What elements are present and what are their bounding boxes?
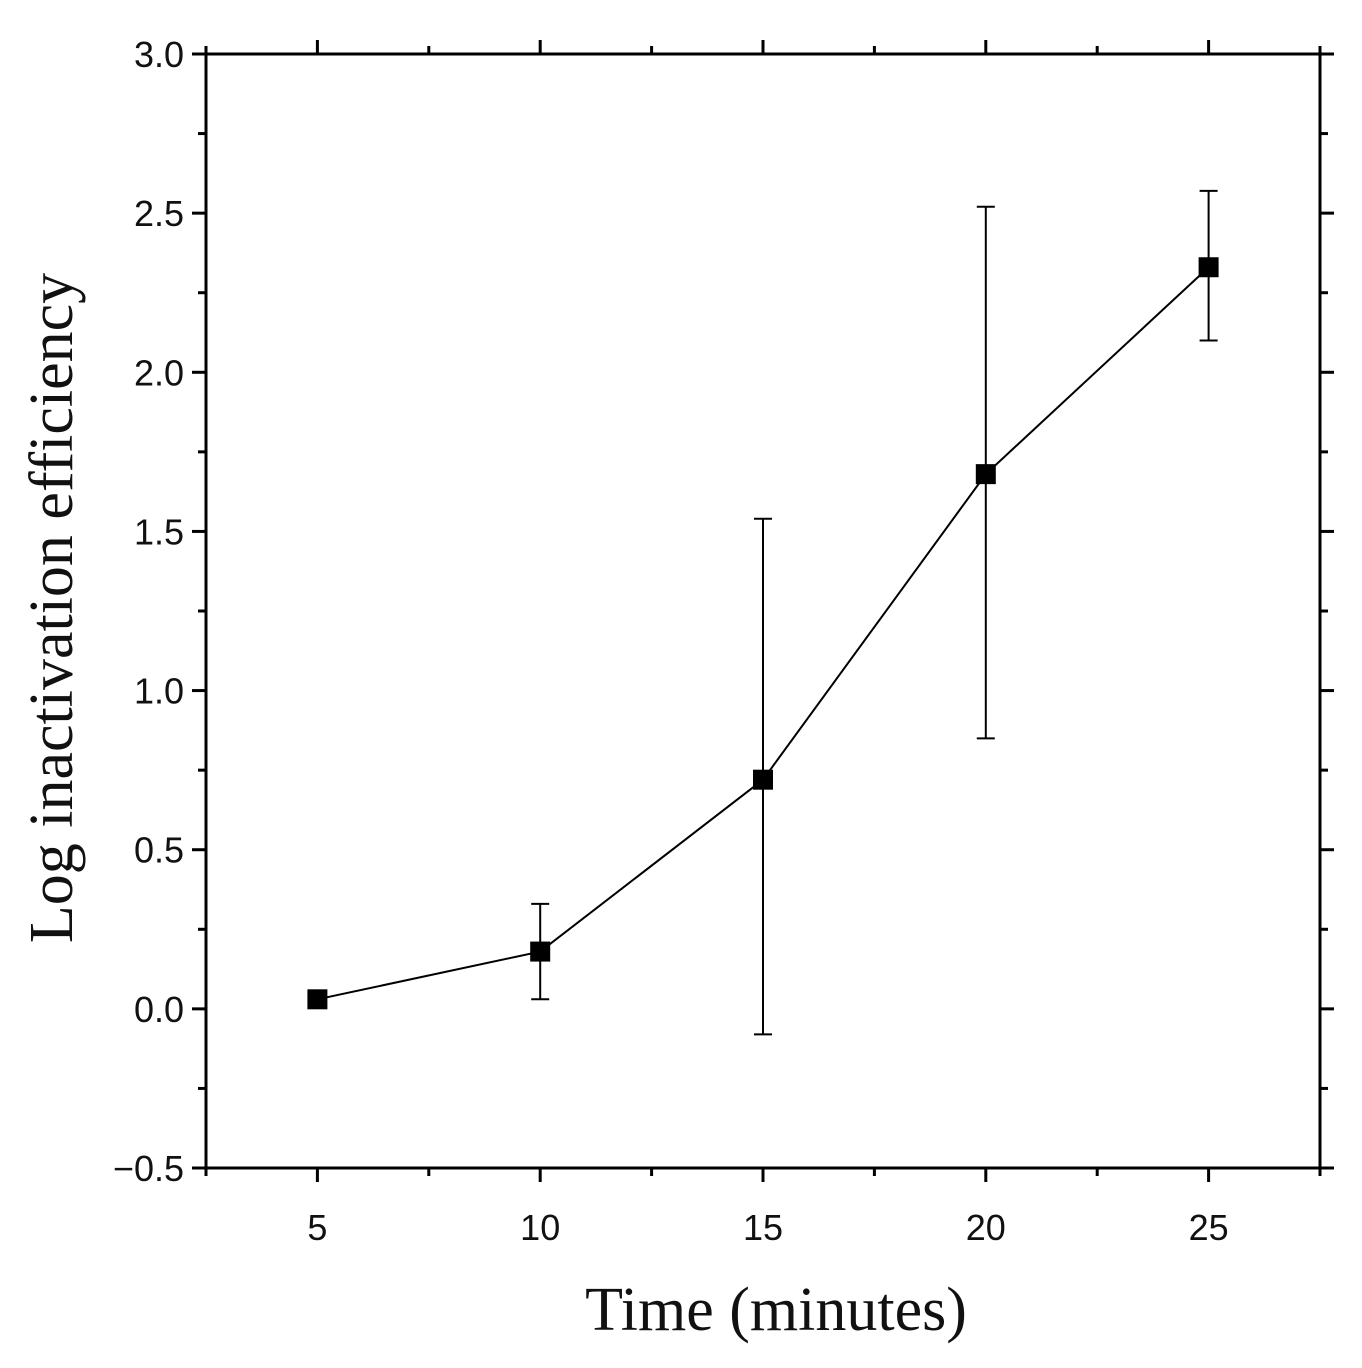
axes-layer: 5 10 15 20 25 −0.5 0.0 0.5 1.0 1.5 2.0 2.5 3.0 xyxy=(113,34,1334,1248)
y-tick-label: 1.5 xyxy=(134,511,184,552)
y-tick-label: 0.0 xyxy=(134,989,184,1030)
data-point xyxy=(307,989,328,1010)
y-tick-label: 1.0 xyxy=(134,671,184,712)
x-tick-label: 20 xyxy=(966,1207,1006,1248)
y-tick-label: 2.0 xyxy=(134,352,184,393)
data-point xyxy=(753,769,773,790)
x-tick-label: 15 xyxy=(743,1207,783,1248)
x-axis-title: Time (minutes) xyxy=(585,1276,967,1344)
data-point xyxy=(975,464,996,485)
data-point xyxy=(1198,257,1219,278)
y-tick-label: 2.5 xyxy=(134,193,184,234)
x-tick-label: 25 xyxy=(1189,1207,1229,1248)
data-point xyxy=(530,941,551,962)
data-layer xyxy=(307,189,1219,1036)
y-tick-label: 0.5 xyxy=(134,830,184,871)
x-tick-label: 5 xyxy=(307,1207,327,1248)
y-tick-label: −0.5 xyxy=(113,1148,184,1189)
y-tick-label: 3.0 xyxy=(134,34,184,75)
y-axis-title: Log inactivation efficiency xyxy=(18,273,86,943)
x-tick-label: 10 xyxy=(520,1207,560,1248)
